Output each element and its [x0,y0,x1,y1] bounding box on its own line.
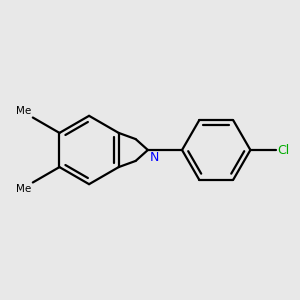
Text: Me: Me [16,184,31,194]
Text: N: N [149,151,159,164]
Text: Me: Me [16,106,31,116]
Text: Cl: Cl [277,143,289,157]
